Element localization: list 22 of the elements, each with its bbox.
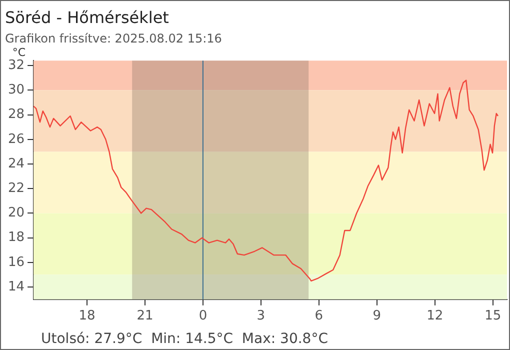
x-tick-label: 21 <box>136 308 154 324</box>
y-tick-label: 28 <box>8 107 25 122</box>
y-tick-label: 26 <box>8 132 25 147</box>
chart-title: Söréd - Hőmérséklet <box>5 8 169 27</box>
y-tick-label: 16 <box>8 254 25 270</box>
y-tick-label: 14 <box>8 279 25 294</box>
text: Utolsó: 27.9°C Min: 14.5°C Max: 30.8°C <box>41 331 328 347</box>
chart-subtitle: Grafikon frissítve: 2025.08.02 15:16 <box>5 32 222 46</box>
y-tick-label: 20 <box>8 206 25 221</box>
y-axis-title: °C <box>12 46 26 59</box>
x-tick-label: 0 <box>198 308 208 324</box>
x-tick-label: 18 <box>78 308 96 324</box>
y-tick-label: 22 <box>8 180 25 196</box>
y-tick-label: 24 <box>8 156 25 172</box>
x-tick-label: 12 <box>426 308 444 324</box>
x-tick-label: 6 <box>314 308 324 324</box>
y-tick-label: 30 <box>8 82 25 98</box>
y-tick-label: 18 <box>8 230 25 246</box>
x-tick-label: 9 <box>372 308 382 324</box>
y-tick-label: 32 <box>8 58 25 73</box>
x-tick-label: 15 <box>484 308 502 324</box>
x-tick-label: 3 <box>256 308 266 324</box>
